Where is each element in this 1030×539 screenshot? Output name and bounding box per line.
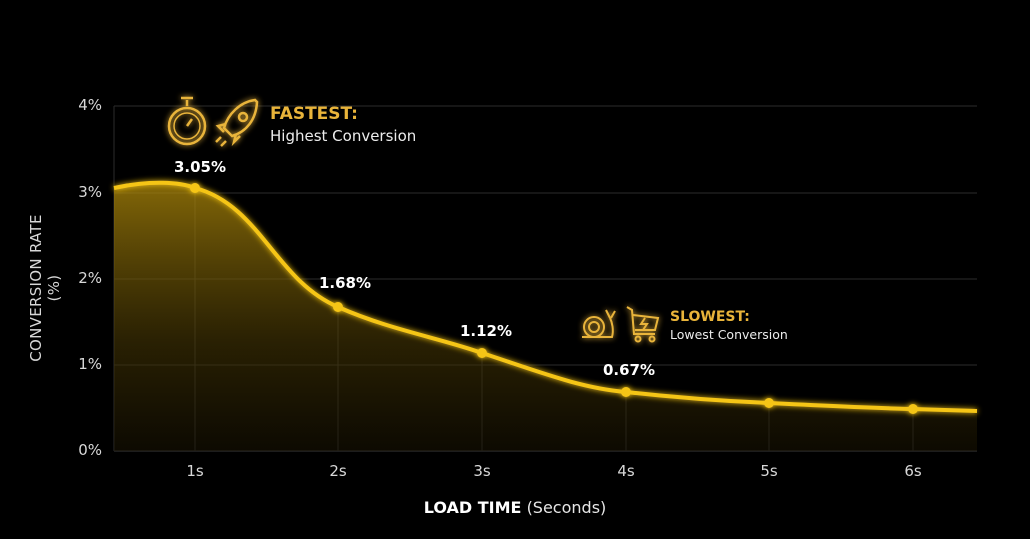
y-tick-0: 0% (78, 441, 102, 459)
x-tick-4s: 4s (617, 462, 635, 480)
data-label-2s: 1.68% (318, 274, 372, 292)
x-tick-5s: 5s (760, 462, 778, 480)
x-tick-1s: 1s (186, 462, 204, 480)
snail-icon (582, 309, 616, 338)
broken-cart-icon (626, 306, 660, 343)
fastest-subtitle: Highest Conversion (270, 127, 417, 145)
x-axis-title-bold: LOAD TIME (423, 498, 522, 517)
x-axis-title-unit: (Seconds) (526, 498, 607, 517)
slowest-title: SLOWEST: (670, 309, 750, 325)
y-tick-4: 4% (78, 96, 102, 114)
x-axis-title: LOAD TIME (Seconds) (0, 498, 1030, 517)
y-tick-1: 1% (78, 355, 102, 373)
x-tick-2s: 2s (329, 462, 347, 480)
data-points (190, 183, 918, 414)
data-label-3s: 1.12% (459, 322, 513, 340)
y-axis-title: CONVERSION RATE (%) (27, 214, 63, 362)
fastest-title: FASTEST: (270, 104, 358, 124)
rocket-icon (215, 98, 259, 147)
x-tick-6s: 6s (904, 462, 922, 480)
y-tick-2: 2% (78, 269, 102, 287)
stopwatch-icon (167, 96, 207, 146)
y-tick-3: 3% (78, 183, 102, 201)
data-label-1s: 3.05% (173, 158, 227, 176)
x-tick-3s: 3s (473, 462, 491, 480)
area-fill (114, 182, 977, 451)
data-label-4s: 0.67% (602, 361, 656, 379)
slowest-subtitle: Lowest Conversion (670, 327, 788, 342)
